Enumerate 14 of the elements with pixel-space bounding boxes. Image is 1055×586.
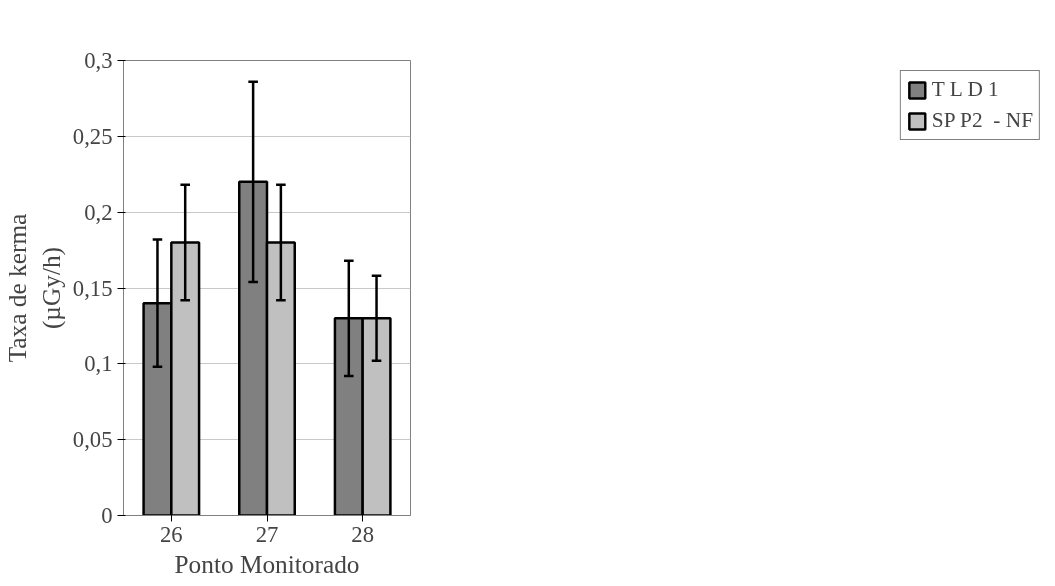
y-tick-label: 0,2 bbox=[84, 199, 113, 225]
x-tick-label: 26 bbox=[160, 521, 183, 547]
y-tick-label: 0,1 bbox=[84, 351, 113, 377]
x-axis-title: Ponto Monitorado bbox=[174, 549, 360, 578]
y-tick-label: 0,15 bbox=[72, 275, 113, 301]
legend-label: SP P2 - NF bbox=[931, 108, 1033, 133]
x-tick-label: 27 bbox=[255, 521, 279, 547]
y-tick-label: 0,25 bbox=[72, 123, 113, 149]
y-tick-label: 0,05 bbox=[72, 427, 113, 453]
legend-label: T L D 1 bbox=[931, 77, 999, 102]
x-tick-label: 28 bbox=[351, 521, 374, 547]
y-tick-label: 0,3 bbox=[84, 48, 113, 73]
y-tick-label: 0 bbox=[101, 503, 113, 528]
y-axis-title: Taxa de kerma (µGy/h) bbox=[3, 213, 66, 363]
